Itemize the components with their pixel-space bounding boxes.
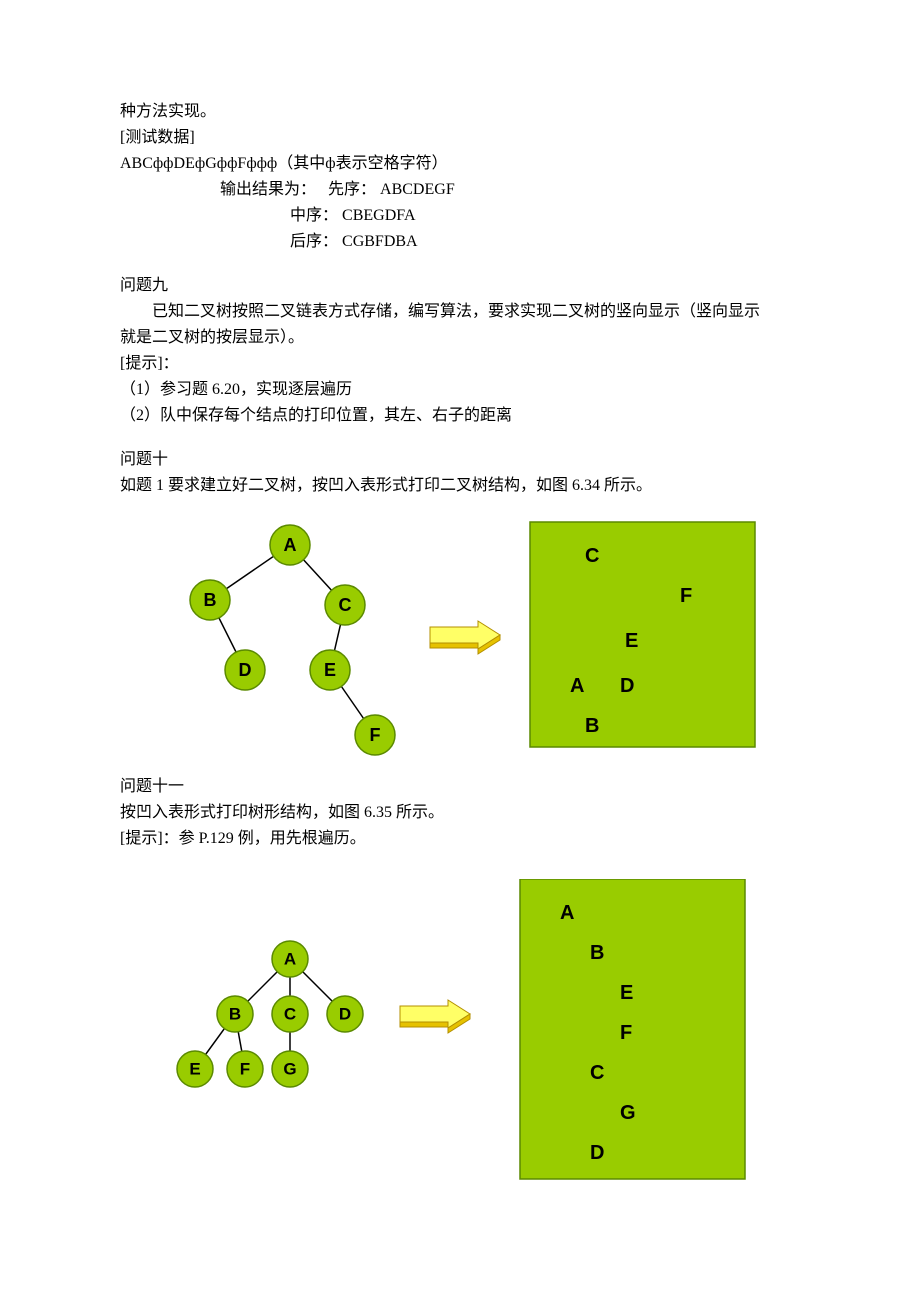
svg-text:E: E [625,630,638,652]
diagram-1: ABCDEFCFEADB [120,510,800,765]
q11-title: 问题十一 [120,775,800,799]
inorder-label: 中序： [290,207,338,224]
q9-hint-label: [提示]： [120,352,800,376]
q9-hint2: （2）队中保存每个结点的打印位置，其左、右子的距离 [120,404,800,428]
q10-body: 如题 1 要求建立好二叉树，按凹入表形式打印二叉树结构，如图 6.34 所示。 [120,474,800,498]
q9-hint1: （1）参习题 6.20，实现逐层遍历 [120,378,800,402]
svg-text:A: A [284,535,297,555]
svg-text:G: G [283,1060,296,1079]
test-data-value: ABCффDEфGффFффф（其中ф表示空格字符） [120,152,800,176]
postorder-label: 后序： [290,233,338,250]
svg-text:C: C [585,545,599,567]
svg-text:B: B [204,590,217,610]
svg-text:F: F [370,725,381,745]
svg-text:B: B [229,1005,241,1024]
svg-text:C: C [339,595,352,615]
svg-text:D: D [339,1005,351,1024]
svg-text:A: A [560,902,574,924]
test-data-label: [测试数据] [120,126,800,150]
preorder-value: ABCDEGF [380,181,455,198]
q9-body2: 就是二叉树的按层显示）。 [120,326,800,350]
preorder-label: 先序： [328,181,376,198]
svg-text:E: E [620,982,633,1004]
q9-body1: 已知二叉树按照二叉链表方式存储，编写算法，要求实现二叉树的竖向显示（竖向显示 [120,300,800,324]
output-inorder: 中序： CBEGDFA [120,204,800,228]
svg-text:A: A [284,950,296,969]
svg-text:C: C [590,1062,604,1084]
intro-line1: 种方法实现。 [120,100,800,124]
svg-text:F: F [240,1060,250,1079]
svg-text:D: D [590,1142,604,1164]
svg-text:F: F [620,1022,632,1044]
svg-text:B: B [590,942,604,964]
output-preorder: 输出结果为： 先序： ABCDEGF [120,178,800,202]
output-postorder: 后序： CGBFDBA [120,230,800,254]
svg-text:A: A [570,675,584,697]
svg-text:C: C [284,1005,296,1024]
q11-body: 按凹入表形式打印树形结构，如图 6.35 所示。 [120,801,800,825]
postorder-value: CGBFDBA [342,233,418,250]
svg-text:E: E [324,660,336,680]
q10-title: 问题十 [120,448,800,472]
q11-hint: [提示]：参 P.129 例，用先根遍历。 [120,827,800,851]
svg-text:D: D [239,660,252,680]
svg-text:D: D [620,675,634,697]
q9-title: 问题九 [120,274,800,298]
svg-text:G: G [620,1102,636,1124]
inorder-value: CBEGDFA [342,207,416,224]
diagram-2: ABCDEFGABEFCGD [120,879,800,1189]
svg-text:B: B [585,715,599,737]
svg-text:E: E [189,1060,200,1079]
svg-text:F: F [680,585,692,607]
output-label: 输出结果为： [220,181,316,198]
